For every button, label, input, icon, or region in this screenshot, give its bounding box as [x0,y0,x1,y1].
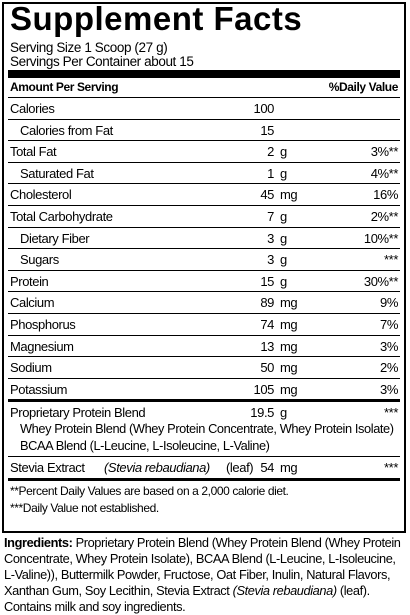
nutrient-row: Protein 15 g 30%** [8,269,400,292]
amount: 13 [260,338,274,354]
nutrient-name: Saturated Fat [20,165,94,181]
unit: mg [280,360,298,376]
amount: 1 [267,165,274,181]
unit: g [280,252,287,268]
daily-value: 10%** [363,230,399,246]
nutrient-name: Protein [10,273,49,289]
nutrient-row: Phosphorus 74 mg 7% [8,313,400,335]
supplement-facts-panel: Supplement Facts Serving Size 1 Scoop (2… [2,0,406,533]
unit: mg [280,460,298,476]
nutrient-row: Potassium 105 mg 3% [8,377,400,400]
nutrient-name: Proprietary Protein Blend [10,405,146,421]
nutrient-row: Calories from Fat 15 [8,118,400,141]
unit: g [280,209,287,224]
daily-value: 2%** [370,209,399,224]
unit: g [280,165,287,181]
daily-value: *** [384,460,398,476]
nutrient-name: Sugars [20,252,59,268]
amount: 3 [267,230,274,246]
amount: 19.5 [250,405,274,421]
thick-rule [8,478,400,482]
footnote: **Percent Daily Values are based on a 2,… [10,484,289,499]
ingredients: Ingredients: Proprietary Protein Blend (… [4,535,404,615]
daily-value: 9% [380,295,398,311]
nutrient-row: Calories 100 [8,97,400,119]
unit: g [280,405,287,421]
unit: g [280,144,287,160]
unit: g [280,230,287,246]
amount: 105 [253,381,275,397]
unit: g [280,273,287,289]
amount: 89 [260,295,274,311]
daily-value: *** [384,405,398,421]
daily-value-header: %Daily Value [328,80,399,94]
daily-value: 16% [373,187,398,203]
amount: 100 [253,101,275,116]
nutrient-name: Cholesterol [10,187,72,203]
ingredients-text: Proprietary Protein Blend (Whey Protein … [4,535,401,598]
nutrient-name: Phosphorus [10,317,76,332]
unit: mg [280,317,298,332]
ingredients-latin: (Stevia rebaudiana) [232,583,337,598]
unit: mg [280,187,298,203]
nutrient-name: Potassium [10,381,68,397]
nutrient-name: Stevia Extract [10,460,85,476]
daily-value: 30%** [363,273,399,289]
daily-value: 2% [380,360,398,376]
nutrient-row: Sugars 3 g *** [8,248,400,270]
serving-size: Serving Size 1 Scoop (27 g) [10,40,168,55]
amount: 45 [260,187,274,203]
nutrient-row: Total Carbohydrate 7 g 2%** [8,205,400,227]
unit: mg [280,295,298,311]
amount: 50 [260,360,274,376]
daily-value: 3% [380,338,398,354]
blend-row: Proprietary Protein Blend 19.5 g *** Whey Pr… [8,402,400,456]
footnote: ***Daily Value not established. [10,501,159,516]
nutrient-row: Total Fat 2 g 3%** [8,140,400,162]
amount: 15 [260,273,274,289]
nutrient-name: Calcium [10,295,55,311]
nutrient-name: Calories [10,101,55,116]
amount: 2 [267,144,274,160]
amount: 74 [260,317,274,332]
nutrient-name: Calories from Fat [20,122,113,138]
blend-component: BCAA Blend (L-Leucine, L-Isoleucine, L-V… [20,438,270,454]
title: Supplement Facts [10,0,303,37]
latin-name: (Stevia rebaudiana) [104,460,210,476]
nutrient-row: Saturated Fat 1 g 4%** [8,161,400,184]
nutrient-row: Sodium 50 mg 2% [8,356,400,378]
unit: mg [280,381,298,397]
daily-value: 7% [380,317,398,332]
nutrient-name: Total Fat [10,144,57,160]
nutrient-row: Dietary Fiber 3 g 10%** [8,226,400,249]
header-row: Amount Per Serving %Daily Value [8,78,400,99]
servings-per-container: Servings Per Container about 15 [10,54,194,69]
unit: mg [280,338,298,354]
daily-value: *** [384,252,398,268]
stevia-row: Stevia Extract (Stevia rebaudiana) (leaf) 5… [8,456,400,478]
nutrient-name: Dietary Fiber [20,230,90,246]
amount: 7 [267,209,274,224]
daily-value: 3% [380,381,398,397]
daily-value: 3%** [370,144,399,160]
thick-rule [8,399,400,403]
nutrient-row: Calcium 89 mg 9% [8,291,400,313]
nutrient-name: Magnesium [10,338,74,354]
ingredients-label: Ingredients: [4,535,73,550]
nutrient-name: Total Carbohydrate [10,209,113,224]
amount: 54 [260,460,274,476]
amount: 15 [260,122,274,138]
plant-part: (leaf) [226,460,254,476]
thick-rule [8,70,400,78]
nutrient-row: Cholesterol 45 mg 16% [8,183,400,205]
blend-component: Whey Protein Blend (Whey Protein Concent… [20,421,394,437]
nutrient-row: Magnesium 13 mg 3% [8,334,400,357]
daily-value: 4%** [370,165,399,181]
nutrient-name: Sodium [10,360,52,376]
amount: 3 [267,252,274,268]
amount-header: Amount Per Serving [10,80,119,94]
